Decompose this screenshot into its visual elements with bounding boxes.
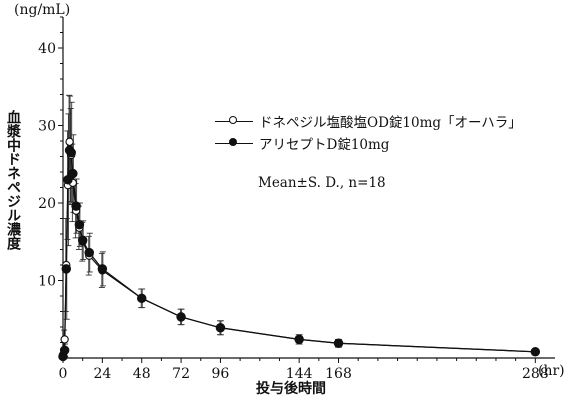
- x-tick-label: 144: [286, 366, 313, 382]
- data-point-aricept: [68, 168, 78, 179]
- y-tick-label: 40: [38, 41, 56, 57]
- open-circle-icon: [229, 116, 237, 124]
- data-point-aricept: [84, 247, 94, 258]
- series-line-aricept: [62, 148, 536, 357]
- y-axis-label: 血漿中ドネペジル濃度: [5, 110, 21, 250]
- data-point-aricept: [77, 235, 88, 245]
- data-point-aricept: [63, 175, 73, 185]
- data-point-aricept: [176, 312, 186, 322]
- axes: 10 20 30 40 0 24 48 72 96 144 168 288: [38, 16, 555, 382]
- x-axis-label: 投与後時間: [256, 381, 326, 397]
- data-point-aricept: [333, 338, 344, 349]
- legend-label-od: ドネペジル塩酸塩OD錠10mg「オーハラ」: [259, 115, 522, 131]
- data-point-aricept: [215, 323, 226, 333]
- y-tick-label: 30: [38, 119, 56, 135]
- data-point-aricept: [136, 293, 147, 304]
- y-tick-label: 10: [38, 274, 56, 290]
- series-lines: [62, 141, 536, 357]
- y-tick-label: 20: [38, 196, 56, 212]
- stats-annotation: Mean±S. D., n=18: [258, 175, 386, 191]
- data-point-aricept: [294, 334, 304, 345]
- data-point-od: [60, 335, 69, 344]
- filled-circle-icon: [229, 138, 237, 146]
- data-points: [58, 137, 541, 362]
- x-tick-label: 24: [93, 366, 111, 382]
- legend-item-od: ドネペジル塩酸塩OD錠10mg「オーハラ」: [215, 111, 571, 133]
- data-point-aricept: [59, 345, 70, 355]
- data-point-od: [65, 137, 74, 146]
- data-point-aricept: [71, 201, 81, 211]
- data-point-aricept: [66, 147, 76, 158]
- data-point-aricept: [97, 264, 108, 274]
- x-axis-unit: (hr): [538, 363, 565, 379]
- x-tick-label: 48: [133, 366, 151, 382]
- x-tick-label: 288: [522, 366, 549, 382]
- data-point-aricept: [530, 347, 541, 357]
- data-point-aricept: [74, 219, 85, 230]
- legend: ドネペジル塩酸塩OD錠10mg「オーハラ」 アリセプトD錠10mg: [215, 111, 571, 155]
- series-line-od: [62, 141, 536, 355]
- x-tick-label: 0: [59, 366, 68, 382]
- x-tick-label: 96: [212, 366, 230, 382]
- legend-item-aricept: アリセプトD錠10mg: [215, 133, 571, 155]
- data-point-aricept: [61, 264, 72, 274]
- x-tick-label: 168: [325, 366, 352, 382]
- legend-label-aricept: アリセプトD錠10mg: [259, 137, 390, 153]
- y-axis-unit: (ng/mL): [14, 2, 71, 18]
- x-tick-label: 72: [172, 366, 190, 382]
